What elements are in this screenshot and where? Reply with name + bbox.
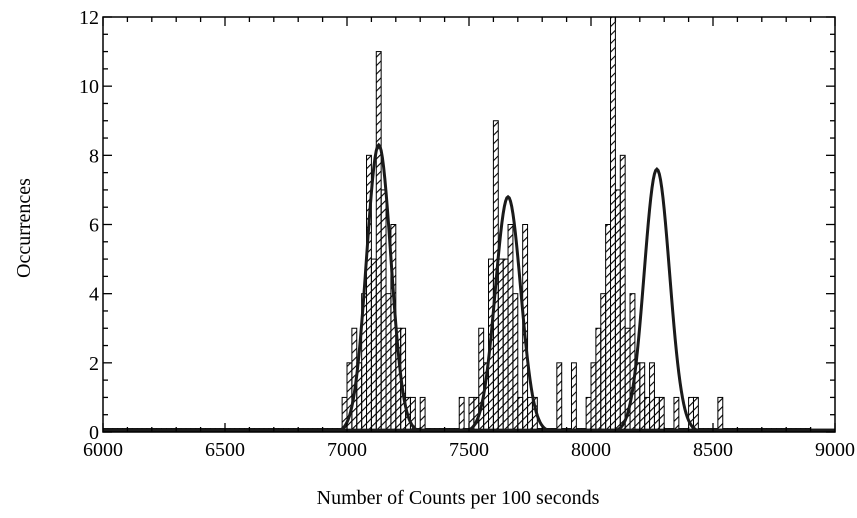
histogram-bar [570, 362, 577, 433]
histogram-bar [619, 154, 626, 433]
x-tick-label: 9000 [815, 439, 855, 461]
histogram-bar [375, 51, 382, 433]
histogram-bar [610, 16, 616, 433]
x-tick-label: 8500 [693, 439, 733, 461]
x-tick-label: 8000 [571, 439, 611, 461]
x-tick-label: 6000 [83, 439, 123, 461]
histogram-bar [380, 189, 387, 433]
x-tick-label: 7000 [327, 439, 367, 461]
y-tick-label: 10 [79, 76, 99, 98]
y-tick-label: 4 [89, 284, 99, 306]
histogram-bar [527, 396, 533, 433]
gaussian-fit-curve-3 [103, 167, 835, 432]
histogram-bar [629, 293, 636, 433]
histogram-bar [502, 258, 509, 433]
histogram-bar [507, 224, 514, 433]
histogram-bar [673, 396, 680, 433]
y-axis-label: Occurrences [13, 178, 35, 278]
histogram-bar [497, 258, 504, 433]
histogram-bar [649, 362, 655, 433]
histogram-bar [614, 189, 621, 433]
histogram-bar [419, 396, 426, 433]
histogram-bar [639, 362, 646, 433]
histogram-bar [600, 293, 607, 433]
histogram-bar [512, 293, 519, 433]
histogram-bar [585, 396, 592, 433]
histogram-bar [517, 396, 524, 433]
gaussian-fit-curves [103, 142, 835, 432]
plot-frame [102, 16, 836, 433]
y-tick-label: 2 [89, 353, 99, 375]
histogram-bar [385, 293, 392, 433]
y-tick-label: 12 [79, 7, 99, 29]
histogram-bar [458, 396, 465, 433]
histogram-bars [102, 16, 812, 433]
y-tick-label: 0 [89, 422, 99, 444]
y-tick-label: 6 [89, 215, 99, 237]
histogram-bar [605, 224, 612, 433]
histogram-bar [595, 327, 602, 433]
histogram-bar [653, 396, 660, 433]
histogram-bar [590, 362, 597, 433]
histogram-bar [556, 362, 563, 433]
axis-ticks: 6000 6500 7000 7500 8000 8500 9000 0 2 4 6 8 10 12 [79, 7, 855, 461]
histogram-bar [658, 396, 665, 433]
histogram-bar [370, 258, 377, 433]
x-axis-label: Number of Counts per 100 seconds [317, 487, 600, 509]
y-tick-label: 8 [89, 145, 99, 167]
x-tick-label: 6500 [205, 439, 245, 461]
x-tick-label: 7500 [449, 439, 489, 461]
gaussian-fit-curve-1 [103, 142, 835, 432]
histogram-bar [717, 396, 724, 433]
gaussian-fit-curve-2 [103, 194, 835, 432]
histogram-bar [644, 396, 651, 433]
